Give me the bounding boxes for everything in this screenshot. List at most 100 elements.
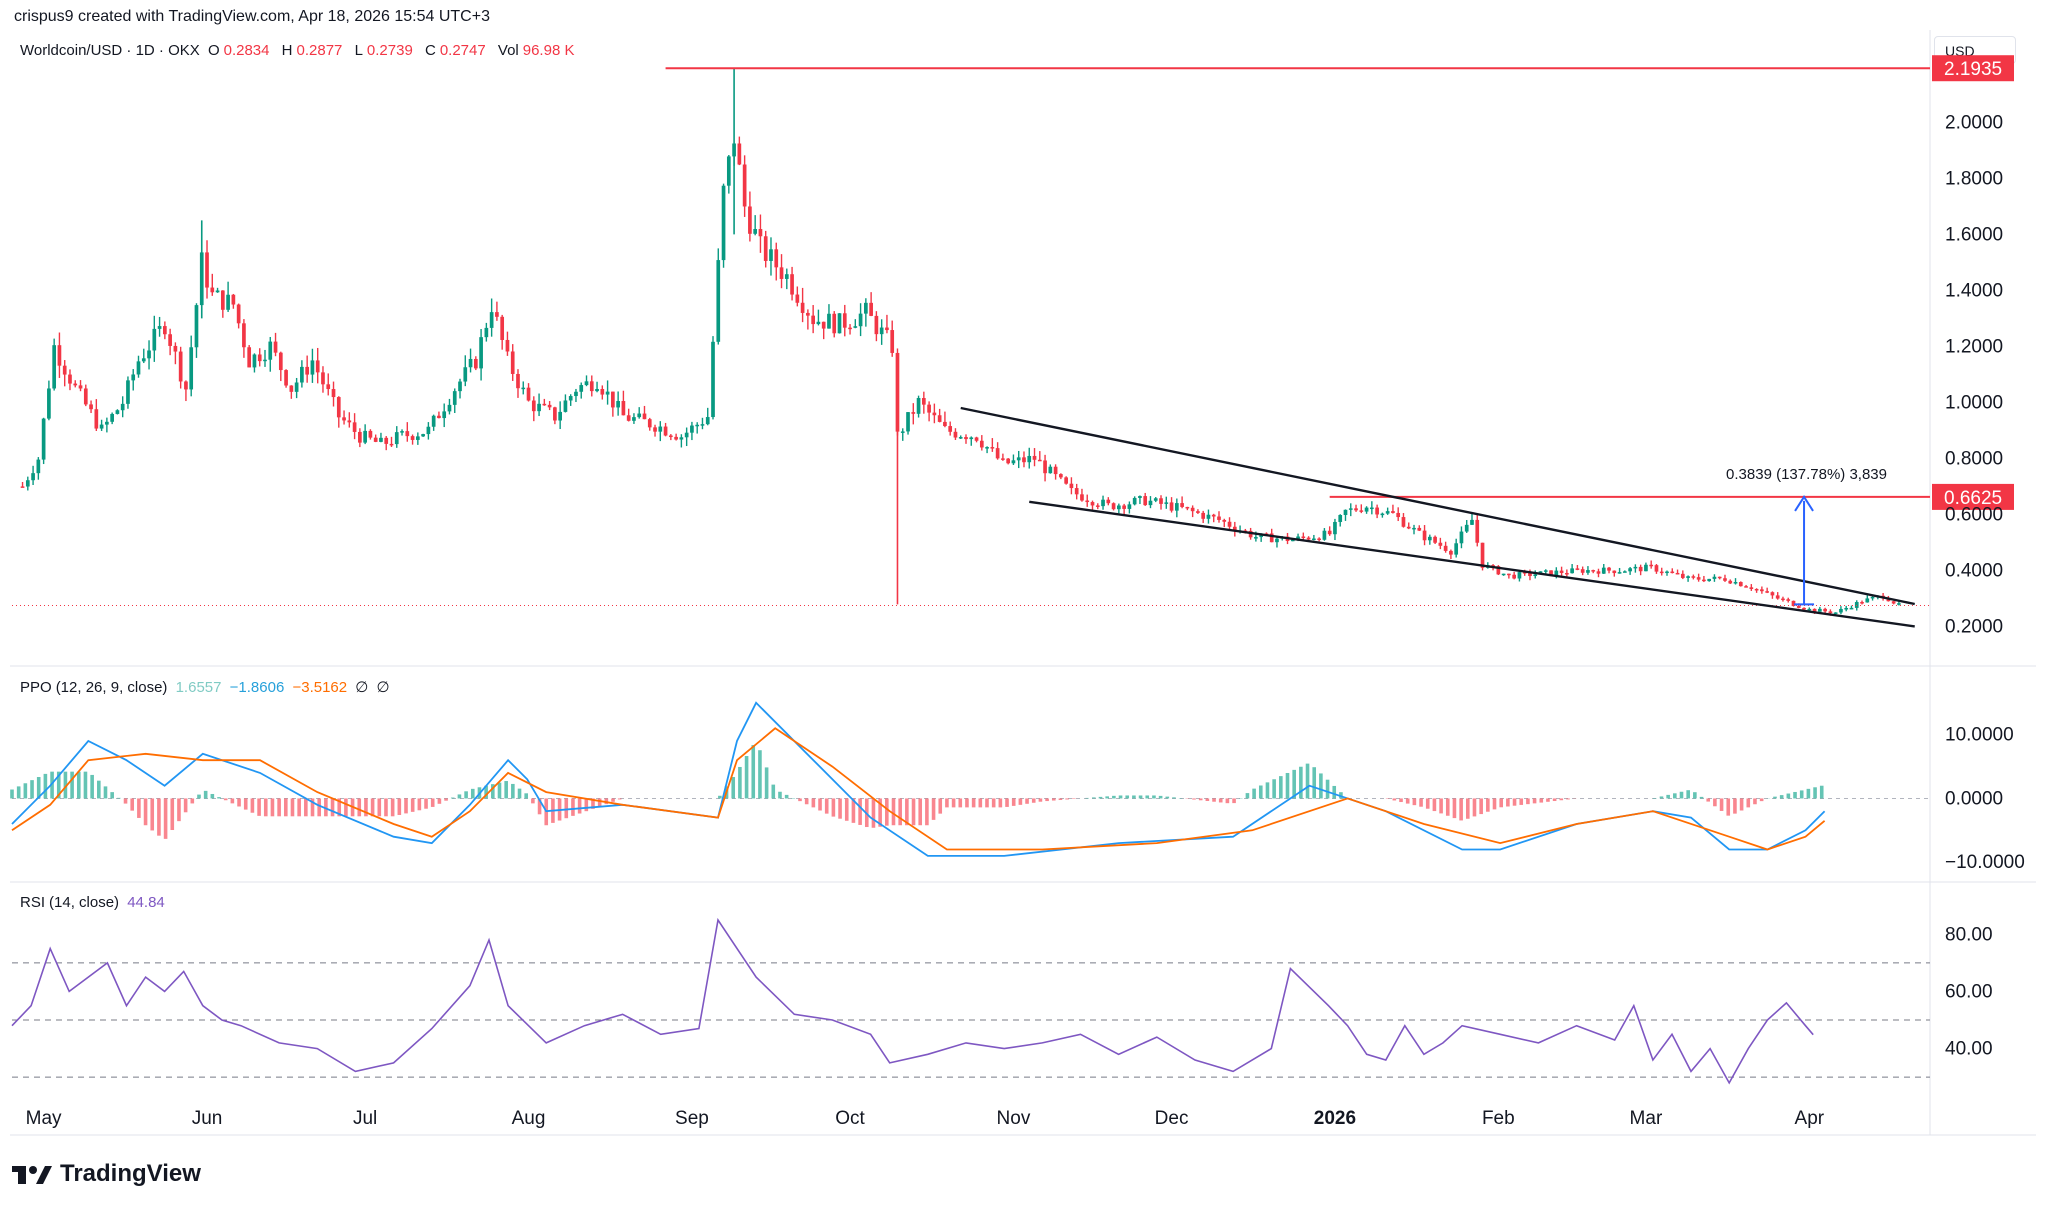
- time-tick-label: Jun: [192, 1108, 223, 1129]
- candle-body: [737, 143, 742, 165]
- candle-body: [721, 185, 726, 261]
- candle-body: [126, 380, 130, 404]
- ppo-histogram-bar: [430, 798, 435, 807]
- candle-body: [748, 206, 752, 234]
- candle-body: [1459, 531, 1464, 544]
- ppo-histogram-bar: [811, 798, 816, 808]
- candle-body: [542, 403, 547, 406]
- candle-body: [1501, 573, 1506, 576]
- candle-body: [1327, 530, 1332, 535]
- rsi-name: RSI: [20, 894, 46, 911]
- ppo-histogram-bar: [1018, 798, 1023, 805]
- candle-body: [711, 341, 715, 418]
- candle-body: [1106, 499, 1111, 504]
- ppo-histogram-bar: [1172, 797, 1176, 799]
- ppo-histogram-bar: [16, 786, 21, 799]
- candle-body: [1111, 503, 1116, 510]
- ppo-histogram-bar: [1332, 785, 1337, 799]
- ppo-histogram-bar: [891, 798, 896, 826]
- rsi-tick-label: 60.00: [1945, 981, 1993, 1002]
- ppo-histogram-bar: [297, 798, 301, 817]
- candle-body: [1849, 607, 1854, 610]
- ppo-histogram-bar: [771, 784, 776, 799]
- candle-body: [842, 313, 847, 328]
- candle-body: [879, 327, 884, 335]
- candle-body: [1844, 608, 1849, 610]
- candle-body: [1580, 569, 1585, 573]
- ppo-histogram-bar: [1659, 796, 1664, 799]
- ppo-histogram-bar: [838, 798, 842, 819]
- candle-body: [426, 426, 431, 435]
- candle-body: [1659, 571, 1664, 574]
- time-tick-label: Jul: [353, 1108, 377, 1129]
- candle-body: [68, 374, 72, 384]
- ppo-histogram-bar: [1506, 798, 1510, 807]
- ppo-signal-line: [11, 727, 1826, 851]
- price-tick-label: 0.4000: [1945, 560, 2003, 581]
- ppo-histogram-bar: [337, 798, 342, 817]
- ppo-histogram-bar: [1392, 798, 1397, 801]
- candle-body: [236, 304, 241, 324]
- ppo-histogram-bar: [1733, 798, 1737, 814]
- ppo-histogram-bar: [1145, 795, 1150, 799]
- candle-body: [974, 437, 979, 441]
- candle-body: [632, 417, 636, 421]
- candle-body: [89, 404, 93, 410]
- candle-body: [1717, 576, 1722, 579]
- open-label: O 0.2834: [207, 42, 270, 59]
- ppo-histogram-bar: [70, 771, 74, 799]
- candle-body: [510, 351, 515, 374]
- candle-body: [779, 267, 784, 279]
- candle-body: [215, 290, 220, 293]
- candle-body: [1185, 506, 1190, 509]
- ppo-histogram-bar: [938, 798, 943, 814]
- ppo-histogram-bar: [905, 798, 909, 826]
- ppo-histogram-bar: [1265, 782, 1270, 799]
- candle-body: [1686, 576, 1690, 578]
- candle-body: [62, 365, 67, 375]
- ppo-histogram-bar: [1065, 798, 1069, 800]
- ppo-histogram-bar: [584, 798, 589, 812]
- price-tick-label: 0.8000: [1945, 448, 2003, 469]
- candle-body: [806, 312, 810, 316]
- candle-body: [336, 397, 341, 418]
- candle-body: [1059, 474, 1063, 478]
- price-tick-label: 1.6000: [1945, 224, 2003, 245]
- tradingview-logo[interactable]: TradingView: [12, 1160, 201, 1188]
- ppo-histogram-bar: [1813, 787, 1817, 799]
- ppo-histogram-bar: [1773, 796, 1777, 799]
- candle-body: [1180, 503, 1184, 507]
- ppo-histogram-bar: [190, 798, 195, 804]
- candle-body: [1833, 612, 1838, 614]
- ppo-histogram-bar: [1699, 796, 1704, 799]
- ppo-histogram-bar: [1319, 773, 1323, 799]
- candle-body: [1132, 497, 1137, 505]
- candle-body: [1791, 600, 1796, 606]
- candle-body: [1654, 565, 1659, 572]
- ppo-params: (12, 26, 9, close): [55, 679, 168, 696]
- ppo-histogram-bar: [484, 785, 488, 799]
- ppo-histogram-bar: [1132, 795, 1136, 799]
- ppo-histogram-bar: [424, 798, 428, 809]
- candle-body: [1317, 538, 1321, 541]
- candle-body: [136, 361, 141, 375]
- ppo-histogram-bar: [183, 798, 188, 813]
- candle-body: [242, 323, 246, 348]
- candle-body: [1823, 608, 1827, 612]
- ppo-histogram-bar: [1285, 772, 1290, 799]
- candle-body: [1301, 536, 1306, 539]
- ppo-histogram-bar: [831, 798, 836, 817]
- candle-body: [184, 381, 188, 390]
- ppo-histogram-bar: [1005, 798, 1009, 807]
- candle-body: [495, 312, 499, 317]
- ppo-histogram-bar: [1112, 795, 1116, 799]
- ppo-histogram-bar: [758, 750, 762, 799]
- candle-body: [943, 421, 947, 427]
- candle-body: [1633, 566, 1638, 569]
- time-tick-label: Nov: [997, 1108, 1031, 1129]
- ppo-histogram-bar: [1546, 798, 1550, 802]
- ppo-histogram-bar: [1312, 767, 1317, 799]
- ppo-histogram-bar: [1125, 795, 1130, 799]
- candle-body: [1512, 574, 1516, 579]
